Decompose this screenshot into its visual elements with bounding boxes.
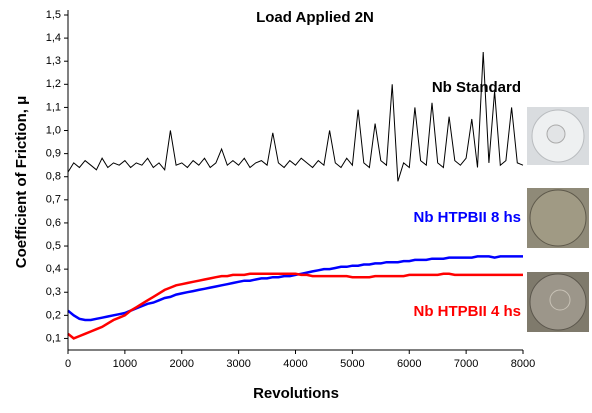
- x-tick-label: 7000: [454, 358, 478, 370]
- x-tick-label: 5000: [340, 358, 364, 370]
- series-line: [67, 51, 524, 182]
- y-tick-label: 0,1: [46, 332, 61, 344]
- x-tick-label: 3000: [226, 358, 250, 370]
- y-axis-label: Coefficient of Friction, μ: [13, 96, 30, 269]
- disc: [529, 189, 587, 247]
- y-tick-label: 0,4: [46, 263, 61, 275]
- y-tick-label: 0,3: [46, 286, 61, 298]
- y-tick-label: 0,8: [46, 171, 61, 183]
- x-axis-label: Revolutions: [253, 385, 339, 402]
- x-tick-label: 1000: [113, 358, 137, 370]
- series-label: Nb HTPBII 4 hs: [413, 303, 521, 320]
- disc: [529, 273, 587, 331]
- y-tick-label: 1,5: [46, 9, 61, 21]
- x-tick-label: 0: [65, 358, 71, 370]
- y-tick-label: 1,2: [46, 78, 61, 90]
- y-tick-label: 1,3: [46, 55, 61, 67]
- y-tick-label: 0,9: [46, 148, 61, 160]
- x-tick-label: 6000: [397, 358, 421, 370]
- sample-photos: [527, 107, 589, 332]
- y-tick-label: 1,4: [46, 32, 61, 44]
- x-tick-label: 8000: [511, 358, 535, 370]
- y-tick-label: 0,6: [46, 217, 61, 229]
- wear-track: [546, 124, 566, 144]
- y-tick-label: 0,5: [46, 240, 61, 252]
- chart-title: Load Applied 2N: [256, 9, 374, 26]
- x-tick-label: 2000: [170, 358, 194, 370]
- y-tick-label: 0,7: [46, 194, 61, 206]
- series-label: Nb HTPBII 8 hs: [413, 209, 521, 226]
- wear-track: [549, 289, 571, 311]
- series-line: [67, 272, 523, 340]
- y-tick-label: 1,1: [46, 101, 61, 113]
- y-tick-label: 1,0: [46, 124, 61, 136]
- x-tick-label: 4000: [283, 358, 307, 370]
- y-tick-label: 0,2: [46, 309, 61, 321]
- series-label: Nb Standard: [432, 79, 521, 96]
